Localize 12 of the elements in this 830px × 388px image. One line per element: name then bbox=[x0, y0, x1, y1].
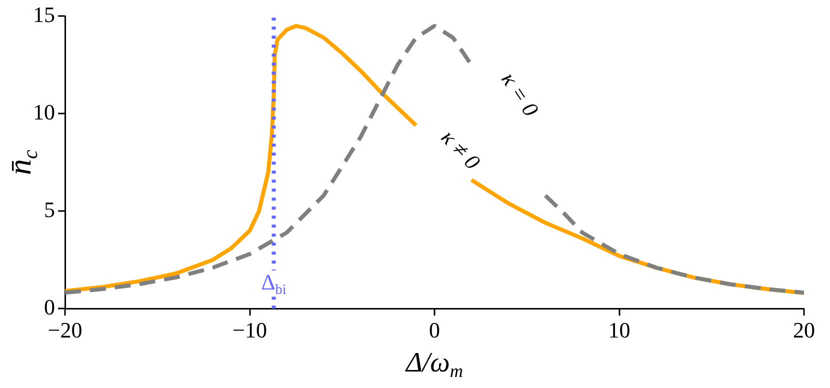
x-tick-label: −20 bbox=[48, 318, 82, 343]
x-tick-label: 10 bbox=[608, 318, 630, 343]
y-axis-title: n̄c bbox=[1, 150, 42, 176]
annotation: κ = 0 bbox=[496, 68, 544, 121]
y-tick-label: 0 bbox=[44, 294, 55, 320]
y-tick-label: 10 bbox=[33, 99, 55, 124]
y-tick-label: 15 bbox=[33, 2, 55, 27]
x-tick-label: 20 bbox=[793, 318, 815, 343]
y-tick-label: 5 bbox=[44, 196, 55, 222]
annotation: κ ≠ 0 bbox=[436, 124, 486, 174]
x-tick-label: 0 bbox=[429, 318, 440, 343]
x-tick-label: −10 bbox=[232, 318, 267, 343]
